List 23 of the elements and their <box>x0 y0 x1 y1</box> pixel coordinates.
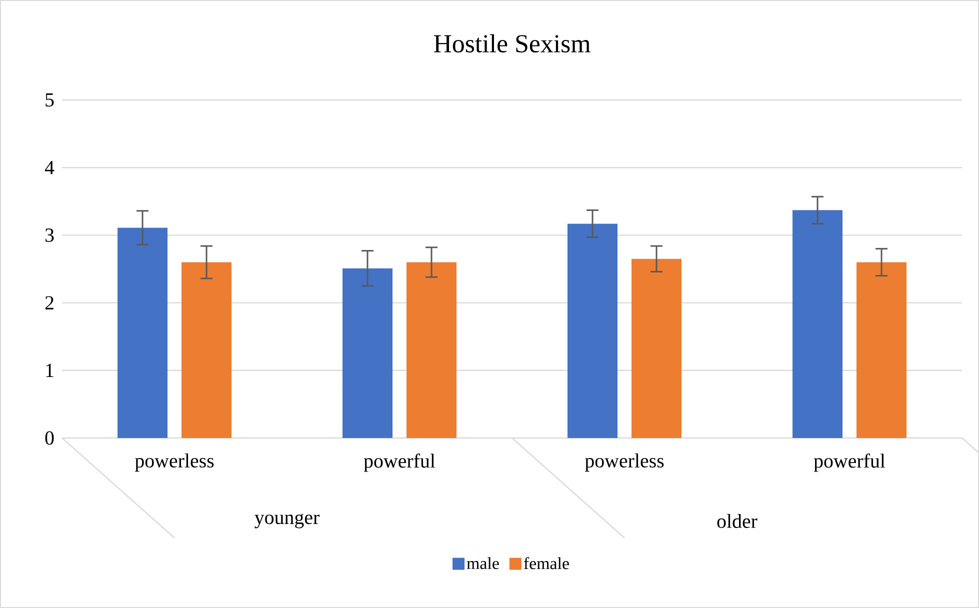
legend-label: male <box>466 557 499 570</box>
y-tick-label: 4 <box>44 161 54 174</box>
legend-label: female <box>524 557 569 570</box>
y-tick-label: 3 <box>45 228 54 242</box>
bar <box>406 262 457 438</box>
y-tick-label: 2 <box>45 296 54 310</box>
y-tick-label: 5 <box>46 93 54 107</box>
bar <box>792 210 843 438</box>
chart-title: Hostile Sexism <box>434 34 590 52</box>
x-tick-label: powerless <box>134 454 214 472</box>
x-tick-label: powerful <box>364 454 436 472</box>
x-tick-label: powerless <box>584 454 664 472</box>
bar <box>182 262 232 438</box>
x-tick-label: powerful <box>814 454 886 472</box>
bar <box>342 268 393 438</box>
text: older <box>717 514 758 528</box>
bar <box>568 224 618 438</box>
bar <box>118 228 168 438</box>
y-tick-label: 0 <box>45 431 54 445</box>
y-tick-label: 1 <box>46 364 54 377</box>
text: younger <box>254 514 320 528</box>
bar <box>856 262 907 438</box>
bar <box>632 258 682 438</box>
